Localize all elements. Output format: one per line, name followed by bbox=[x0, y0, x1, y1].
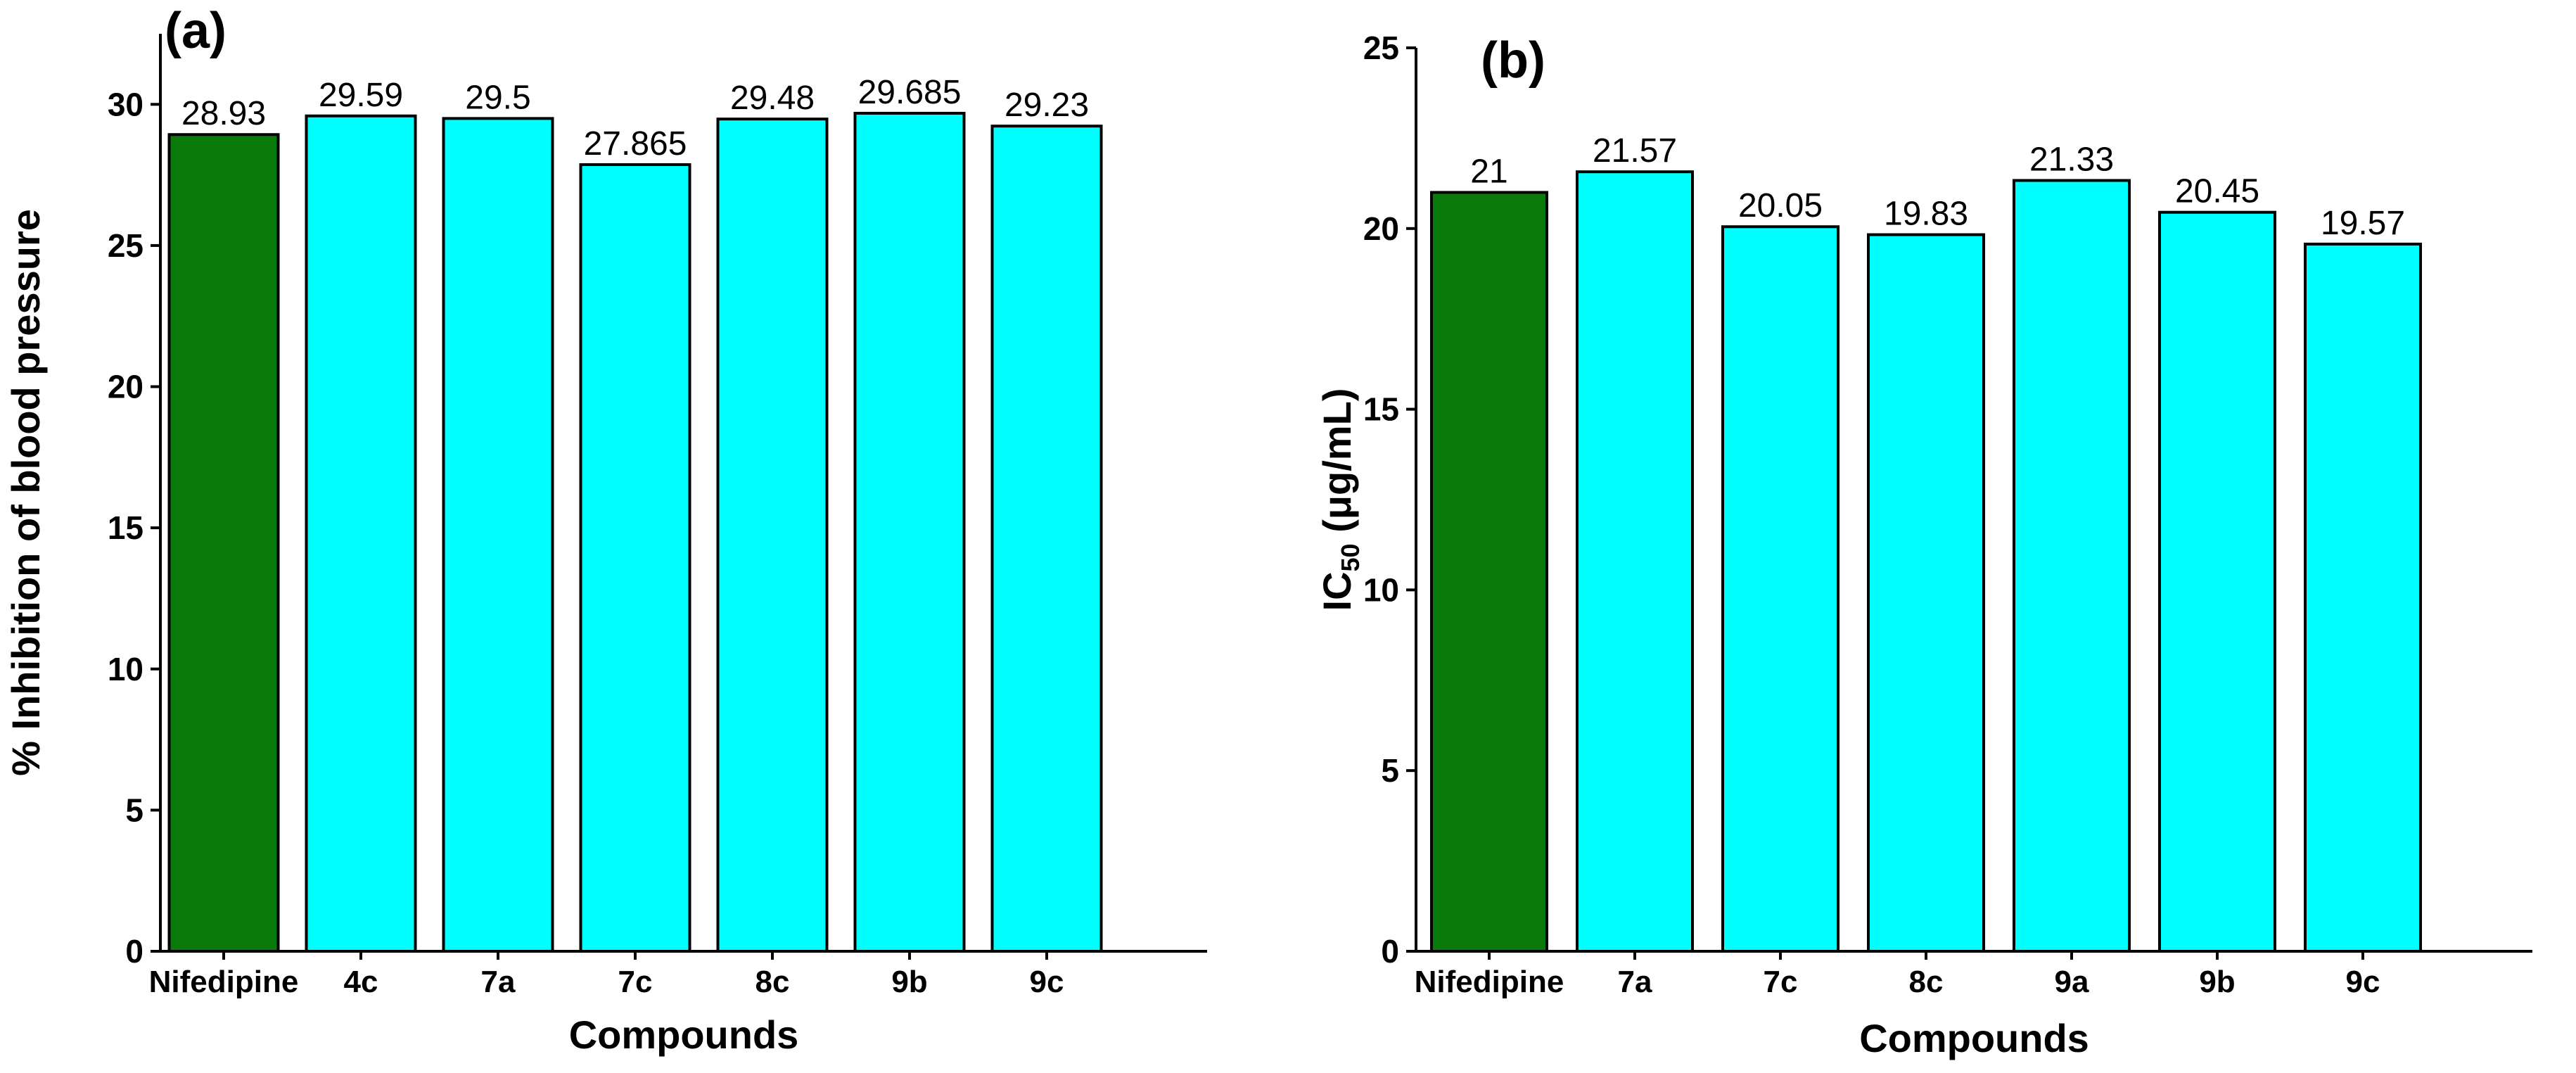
bar bbox=[2158, 210, 2276, 953]
data-label: 29.59 bbox=[319, 77, 403, 114]
data-label: 27.865 bbox=[584, 125, 687, 163]
bar bbox=[853, 111, 966, 953]
data-label: 19.57 bbox=[2321, 205, 2405, 242]
bar bbox=[579, 163, 691, 953]
y-tick-label: 20 bbox=[108, 369, 144, 405]
x-tick-label: 8c bbox=[1909, 965, 1944, 999]
x-axis-title: Compounds bbox=[569, 1012, 799, 1057]
chart-a: 0 5 10 15 20 25 30 28.93 Nifedipine 29.59 4c 29.5 7a… bbox=[4, 3, 1207, 1057]
y-axis-title: IC50 (μg/mL) bbox=[1315, 388, 1365, 611]
y-axis-title-subscript: 50 bbox=[1336, 543, 1365, 571]
y-axis-title: % Inhibition of blood pressure bbox=[4, 209, 48, 776]
y-axis-title-main: IC bbox=[1315, 571, 1359, 611]
x-tick-label: 9b bbox=[2199, 965, 2235, 999]
x-tick-label: 9a bbox=[2055, 965, 2089, 999]
data-label: 21.33 bbox=[2029, 141, 2114, 178]
x-axis-title: Compounds bbox=[1859, 1016, 2089, 1060]
x-tick-label: 7c bbox=[1764, 965, 1798, 999]
y-tick-label: 25 bbox=[1363, 30, 1399, 66]
bar bbox=[1867, 233, 1985, 953]
bar bbox=[305, 114, 417, 953]
y-tick-label: 15 bbox=[108, 509, 144, 546]
y-tick-label: 20 bbox=[1363, 210, 1399, 247]
x-tick-label: 7c bbox=[618, 965, 653, 999]
data-label: 21.57 bbox=[1593, 132, 1677, 170]
bar bbox=[1721, 225, 1839, 953]
bar bbox=[2013, 179, 2131, 953]
x-tick-label: 4c bbox=[344, 965, 378, 999]
bar bbox=[1430, 191, 1548, 953]
x-tick-label: Nifedipine bbox=[1415, 965, 1564, 999]
x-tick-label: 9c bbox=[1030, 965, 1064, 999]
data-label: 29.48 bbox=[730, 80, 815, 117]
x-tick-label: 9c bbox=[2346, 965, 2380, 999]
data-label: 20.05 bbox=[1738, 187, 1823, 224]
y-tick-label: 5 bbox=[125, 792, 144, 828]
bar bbox=[2304, 242, 2422, 953]
y-tick-label: 0 bbox=[1381, 933, 1399, 970]
x-tick-label: 9b bbox=[891, 965, 927, 999]
panel-label: (b) bbox=[1481, 32, 1545, 89]
chart-b: 0 5 10 15 20 25 21 Nifedipine 21.57 7a 20.05 7c 19.8… bbox=[1315, 30, 2532, 1060]
bar bbox=[716, 118, 829, 953]
data-label: 29.23 bbox=[1005, 87, 1089, 124]
bar bbox=[1576, 170, 1694, 953]
x-tick-label: 7a bbox=[481, 965, 516, 999]
x-tick-label: 7a bbox=[1618, 965, 1652, 999]
bar bbox=[442, 117, 554, 953]
data-label: 19.83 bbox=[1884, 196, 1968, 233]
y-tick-label: 0 bbox=[125, 933, 144, 970]
data-label: 21 bbox=[1470, 153, 1507, 190]
y-axis-title-main: % Inhibition of blood pressure bbox=[4, 209, 48, 776]
y-axis-title-units: (μg/mL) bbox=[1315, 388, 1359, 544]
bar bbox=[167, 133, 280, 953]
x-tick-label: Nifedipine bbox=[149, 965, 299, 999]
panel-label: (a) bbox=[165, 3, 227, 59]
y-tick-label: 5 bbox=[1381, 752, 1399, 789]
y-tick-label: 10 bbox=[108, 651, 144, 687]
x-tick-label: 8c bbox=[755, 965, 790, 999]
y-tick-label: 25 bbox=[108, 227, 144, 264]
data-label: 20.45 bbox=[2175, 173, 2259, 210]
data-label: 28.93 bbox=[181, 95, 266, 132]
data-label: 29.685 bbox=[858, 74, 962, 111]
y-tick-label: 30 bbox=[108, 86, 144, 122]
y-tick-label: 15 bbox=[1363, 391, 1399, 428]
y-tick-label: 10 bbox=[1363, 571, 1399, 608]
bar bbox=[990, 125, 1103, 953]
data-label: 29.5 bbox=[465, 79, 530, 116]
